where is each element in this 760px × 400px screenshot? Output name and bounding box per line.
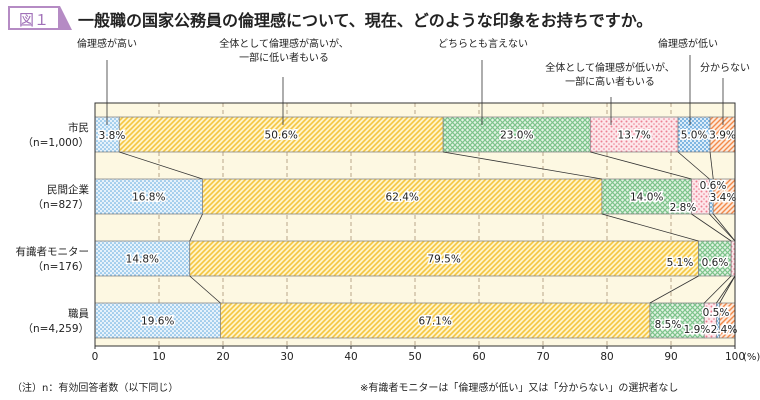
value-label: 14.8% xyxy=(126,254,159,266)
bar-segment-2-1 xyxy=(189,240,699,277)
legend-label-unknown: 分からない xyxy=(700,63,750,74)
x-tick-label: 80 xyxy=(600,351,613,363)
x-tick-label: 90 xyxy=(664,351,677,363)
legend-label-high: 倫理感が高い xyxy=(77,39,137,50)
category-n-label: （n=1,000） xyxy=(22,137,89,149)
value-label: 5.0% xyxy=(681,130,708,142)
connector-line xyxy=(709,213,736,242)
x-tick-label: 70 xyxy=(536,351,549,363)
x-tick-label: 50 xyxy=(408,351,421,363)
value-label: 0.6% xyxy=(702,257,729,269)
value-label: 50.6% xyxy=(265,130,298,142)
value-label: 8.5% xyxy=(655,319,682,331)
footnote-left: （注）n：有効回答者数（以下同じ） xyxy=(12,383,179,394)
value-label: 0.6% xyxy=(700,180,727,192)
x-tick-label: 100 xyxy=(725,351,745,363)
category-label: 有識者モニター xyxy=(16,245,90,258)
value-label: 19.6% xyxy=(141,316,174,328)
connector-line xyxy=(716,275,736,304)
legend-label-mostly-low-b: 一部に高い者もいる xyxy=(565,77,655,88)
bar-segment-0-2 xyxy=(442,116,591,153)
legend-label-neutral: どちらとも言えない xyxy=(438,39,528,50)
footnote-right: ※有識者モニターは「倫理感が低い」又は「分からない」の選択者なし xyxy=(360,383,679,394)
value-label: 13.7% xyxy=(618,130,651,142)
figure-label: 図１ xyxy=(8,6,72,30)
bar-segment-1-1 xyxy=(202,178,603,215)
connector-line xyxy=(649,275,699,304)
x-tick-label: 60 xyxy=(472,351,485,363)
connector-line xyxy=(719,275,736,304)
category-label: 民間企業 xyxy=(47,183,89,196)
category-label: 市民 xyxy=(68,121,89,134)
chart-title: 一般職の国家公務員の倫理感について、現在、どのような印象をお持ちですか。 xyxy=(78,11,653,30)
connector-line xyxy=(189,213,203,242)
value-label: 2.8% xyxy=(670,202,697,214)
value-label: 79.5% xyxy=(427,254,460,266)
x-tick-label: 0 xyxy=(92,351,99,363)
connector-line xyxy=(712,213,736,242)
connector-line xyxy=(443,151,602,180)
value-label: 67.1% xyxy=(418,316,451,328)
connector-line xyxy=(703,275,732,304)
bar-segment-0-3 xyxy=(589,116,679,153)
value-label: 3.8% xyxy=(99,130,126,142)
connector-line xyxy=(677,151,710,180)
value-label: 62.4% xyxy=(386,192,419,204)
value-label: 3.9% xyxy=(709,130,736,142)
value-label: 1.9% xyxy=(684,324,711,336)
x-tick-label: 40 xyxy=(344,351,357,363)
x-unit-label: (%) xyxy=(743,352,760,363)
bar-segment-3-2 xyxy=(649,302,705,339)
legend-label-mostly-high-b: 一部に低い者もいる xyxy=(239,53,329,64)
value-label: 16.8% xyxy=(132,192,165,204)
value-label: 23.0% xyxy=(500,130,533,142)
category-n-label: （n=176） xyxy=(33,261,90,273)
category-n-label: （n=827） xyxy=(33,199,90,211)
value-label: 14.0% xyxy=(630,192,663,204)
value-label: 5.1% xyxy=(667,257,694,269)
bar-segment-3-0 xyxy=(94,302,221,339)
x-tick-label: 10 xyxy=(152,351,165,363)
bar-segment-0-5 xyxy=(709,116,736,153)
bar-segment-0-1 xyxy=(118,116,444,153)
bar-segment-3-1 xyxy=(220,302,651,339)
connector-line xyxy=(691,213,732,242)
connector-line xyxy=(601,213,699,242)
connector-line xyxy=(189,275,221,304)
category-label: 職員 xyxy=(68,308,89,320)
connector-line xyxy=(709,151,714,180)
legend-label-mostly-high-a: 全体として倫理感が高いが、 xyxy=(219,39,349,50)
connector-line xyxy=(119,151,203,180)
connector-line xyxy=(590,151,692,180)
x-tick-label: 20 xyxy=(216,351,229,363)
value-label: 2.4% xyxy=(711,324,738,336)
x-tick-label: 30 xyxy=(280,351,293,363)
value-label: 0.5% xyxy=(703,307,730,319)
bar-segment-2-3 xyxy=(730,240,736,277)
legend-label-mostly-low-a: 全体として倫理感が低いが、 xyxy=(545,63,675,74)
value-label: 3.4% xyxy=(710,192,737,204)
legend-label-low: 倫理感が低い xyxy=(658,39,718,50)
category-n-label: （n=4,259） xyxy=(22,323,89,335)
